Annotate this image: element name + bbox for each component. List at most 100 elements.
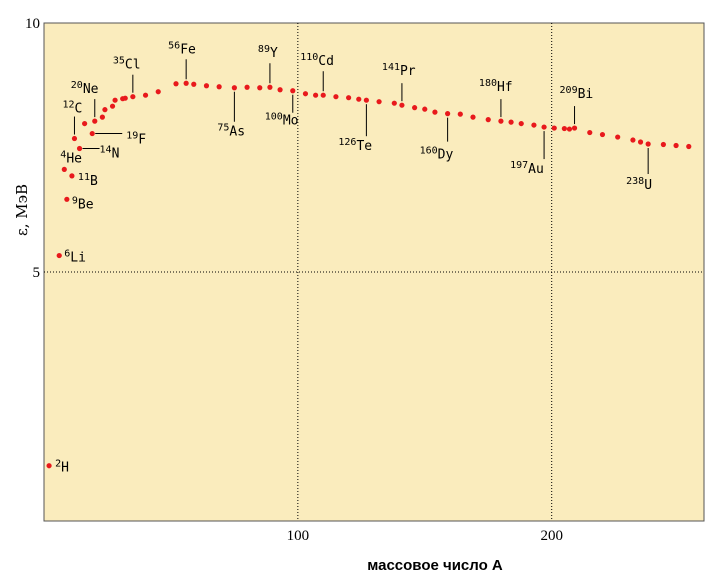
isotope-symbol: Pr xyxy=(400,64,416,79)
isotope-label: 100Mo xyxy=(265,112,299,129)
isotope-label: 89Y xyxy=(258,44,278,61)
data-point xyxy=(46,463,52,469)
data-point xyxy=(531,122,537,128)
data-point xyxy=(109,103,116,109)
isotope-mass-number: 2 xyxy=(55,459,61,470)
isotope-label: 75As xyxy=(217,123,245,140)
isotope-label: 56Fe xyxy=(168,40,196,57)
isotope-mass-number: 35 xyxy=(113,56,125,67)
data-point xyxy=(587,129,593,136)
data-point xyxy=(56,252,62,259)
isotope-mass-number: 197 xyxy=(510,160,528,171)
isotope-label: 35Cl xyxy=(113,56,141,73)
isotope-label: 2H xyxy=(55,459,69,476)
isotope-symbol: He xyxy=(66,151,82,166)
data-point xyxy=(399,102,405,108)
isotope-mass-number: 180 xyxy=(479,78,497,89)
isotope-mass-number: 160 xyxy=(420,146,438,157)
isotope-mass-number: 9 xyxy=(72,195,78,206)
isotope-mass-number: 126 xyxy=(338,137,356,148)
data-point xyxy=(82,120,88,127)
isotope-mass-number: 14 xyxy=(100,144,112,155)
data-point xyxy=(599,131,606,138)
data-point xyxy=(630,137,636,143)
data-point xyxy=(498,118,504,124)
y-tick-label: 5 xyxy=(33,265,41,281)
data-point xyxy=(216,84,222,90)
isotope-mass-number: 238 xyxy=(626,176,644,187)
data-point xyxy=(566,126,573,132)
data-point xyxy=(422,106,428,112)
isotope-mass-number: 11 xyxy=(78,172,90,183)
isotope-symbol: Cd xyxy=(318,54,334,69)
isotope-label: 141Pr xyxy=(382,62,416,79)
isotope-symbol: Li xyxy=(70,251,86,266)
data-point xyxy=(231,85,237,91)
isotope-label: 126Te xyxy=(338,137,372,154)
data-point xyxy=(445,111,451,117)
isotope-label: 11B xyxy=(78,172,98,189)
data-point xyxy=(89,130,95,137)
data-points xyxy=(46,80,692,469)
data-point xyxy=(660,141,666,148)
data-point xyxy=(173,81,179,87)
x-tick-label: 200 xyxy=(540,528,563,544)
isotope-symbol: F xyxy=(138,133,146,148)
data-point xyxy=(551,125,557,131)
data-point xyxy=(391,100,397,106)
isotope-label: 4He xyxy=(60,149,82,166)
data-point xyxy=(470,114,476,120)
isotope-symbol: U xyxy=(644,178,652,193)
data-point xyxy=(615,134,621,140)
data-point xyxy=(130,94,136,100)
data-point xyxy=(290,88,296,94)
isotope-labels: 2H6Li9Be11B4He14N19F12C20Ne35Cl56Fe75As8… xyxy=(55,40,652,475)
data-point xyxy=(142,92,149,98)
isotope-mass-number: 110 xyxy=(300,52,318,63)
isotope-symbol: Au xyxy=(528,162,544,177)
isotope-symbol: H xyxy=(61,461,69,476)
data-point xyxy=(686,143,692,150)
data-point xyxy=(518,120,524,127)
tick-labels: 100 200 5 10 xyxy=(25,16,563,544)
data-point xyxy=(191,81,197,87)
isotope-symbol: Bi xyxy=(578,87,594,102)
isotope-label: 14N xyxy=(100,144,120,161)
data-point xyxy=(346,95,352,101)
isotope-mass-number: 209 xyxy=(560,85,578,96)
data-point xyxy=(257,85,263,91)
isotope-symbol: Mo xyxy=(283,114,299,129)
isotope-label: 160Dy xyxy=(420,146,454,163)
data-point xyxy=(313,92,319,98)
data-point xyxy=(61,166,67,173)
isotope-mass-number: 12 xyxy=(62,100,74,111)
data-point xyxy=(457,111,463,117)
isotope-label: 197Au xyxy=(510,160,544,177)
isotope-label: 12C xyxy=(62,100,82,117)
data-point xyxy=(363,97,369,103)
y-tick-label: 10 xyxy=(25,16,40,32)
data-point xyxy=(244,84,250,90)
data-point xyxy=(376,99,382,105)
y-axis-title: ε, МэВ xyxy=(13,184,31,236)
data-point xyxy=(155,89,161,95)
data-point xyxy=(645,141,651,147)
isotope-symbol: B xyxy=(90,174,98,189)
data-point xyxy=(267,84,273,90)
isotope-symbol: N xyxy=(112,146,120,161)
data-point xyxy=(561,125,567,132)
isotope-mass-number: 89 xyxy=(258,44,270,55)
data-point xyxy=(673,142,679,149)
isotope-symbol: Be xyxy=(78,197,94,212)
isotope-label: 9Be xyxy=(72,195,94,212)
isotope-symbol: Dy xyxy=(438,148,454,163)
isotope-mass-number: 4 xyxy=(60,149,66,160)
data-point xyxy=(71,135,78,142)
isotope-symbol: Ne xyxy=(83,82,99,97)
isotope-symbol: Y xyxy=(270,46,278,61)
isotope-symbol: As xyxy=(229,125,245,140)
data-point xyxy=(508,119,514,125)
data-point xyxy=(541,124,547,130)
isotope-label: 209Bi xyxy=(560,85,594,102)
